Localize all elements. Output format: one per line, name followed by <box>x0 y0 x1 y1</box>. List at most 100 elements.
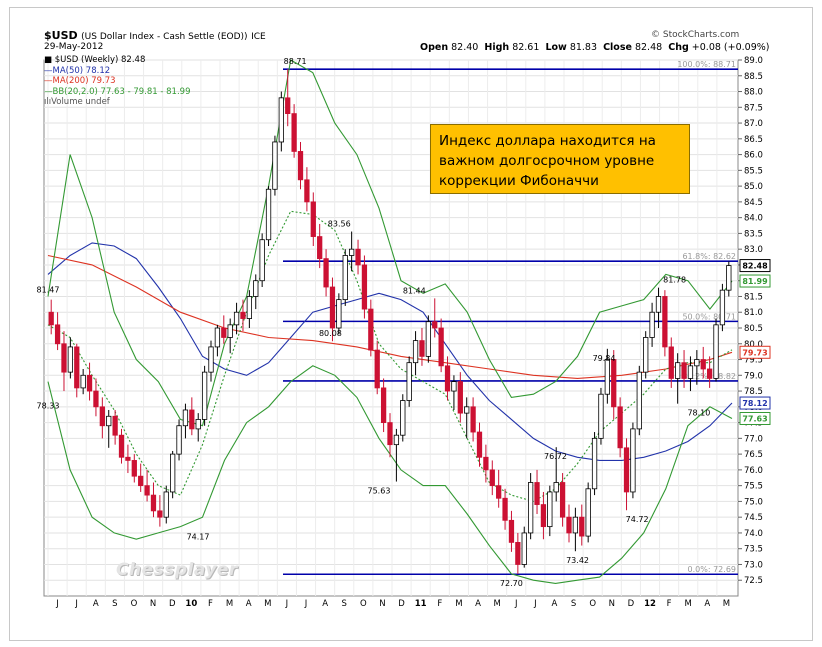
right-value-badge-text: 82.48 <box>742 262 768 271</box>
candle-body <box>182 409 189 427</box>
candle-body <box>604 359 610 395</box>
watermark: Chessplayer <box>116 560 238 580</box>
candle-body <box>438 327 444 367</box>
price-point-label: 75.63 <box>368 487 391 496</box>
candle-body <box>706 368 713 379</box>
x-tick-label: M <box>685 599 692 609</box>
y-tick-label: 86.0 <box>744 151 763 161</box>
candle-body <box>527 482 534 534</box>
candle-body <box>368 308 374 351</box>
candle-body <box>521 532 527 565</box>
y-tick-label: 87.5 <box>744 103 763 113</box>
candle-body <box>329 286 336 329</box>
y-tick-label: 84.0 <box>744 214 763 224</box>
x-tick-label: A <box>552 599 558 609</box>
price-point-label: 88.71 <box>284 57 307 66</box>
candle-body <box>310 201 316 237</box>
candle-body <box>67 346 74 373</box>
price-point-label: 73.42 <box>566 556 589 565</box>
candle-body <box>99 406 105 427</box>
x-tick-label: 11 <box>415 599 427 609</box>
candle-body <box>425 321 431 357</box>
candle-body <box>406 362 412 401</box>
candle-body <box>131 460 137 477</box>
candle-body <box>80 374 86 389</box>
y-tick-label: 75.0 <box>744 497 763 507</box>
candle-body <box>547 491 553 528</box>
right-value-badge <box>739 411 771 425</box>
y-tick-label: 80.0 <box>744 340 763 350</box>
candle-body <box>476 431 483 458</box>
candle-body <box>176 425 182 455</box>
candle-body <box>48 311 54 326</box>
source-credit: © StockCharts.com <box>651 30 740 40</box>
y-tick-label: 88.0 <box>744 88 763 98</box>
candle-body <box>278 97 284 143</box>
legend-ma200: —MA(200) 79.73 <box>44 76 116 86</box>
right-value-badge-text: 78.12 <box>742 399 767 408</box>
candle-body <box>553 482 559 493</box>
candle-body <box>304 179 310 203</box>
y-tick-label: 83.0 <box>744 245 763 255</box>
candle-body <box>540 504 547 528</box>
candle-body <box>221 327 227 338</box>
series-line-ma50 <box>47 242 733 461</box>
x-tick-label: O <box>589 599 596 609</box>
y-tick-label: 84.5 <box>744 198 763 208</box>
y-tick-label: 73.0 <box>744 560 763 570</box>
x-tick-label: M <box>264 599 271 609</box>
candle-body <box>54 324 61 345</box>
candle-body <box>681 362 687 379</box>
annotation-box: Индекс доллара находится на важном долго… <box>430 124 690 194</box>
legend-volume: ılıVolume undef <box>44 97 110 107</box>
candle-body <box>483 456 489 471</box>
price-point-label: 76.72 <box>544 452 567 461</box>
candle-body <box>675 362 681 379</box>
candle-body <box>285 97 291 115</box>
candle-body <box>496 485 502 499</box>
candle-body <box>157 510 163 518</box>
x-tick-label: J <box>533 599 537 609</box>
x-tick-label: A <box>704 599 710 609</box>
x-tick-label: D <box>169 599 176 609</box>
y-tick-label: 74.0 <box>744 529 763 539</box>
x-tick-label: M <box>455 599 462 609</box>
fib-level-label: 50.0%: 80.71 <box>682 312 736 321</box>
price-point-label: 74.72 <box>626 515 649 524</box>
candle-body <box>687 365 694 379</box>
y-tick-label: 73.5 <box>744 545 763 555</box>
candle-body <box>451 381 457 392</box>
legend-ma50: —MA(50) 78.12 <box>44 65 111 76</box>
right-value-badge <box>739 345 771 359</box>
candle-body <box>457 381 463 414</box>
candle-body <box>585 488 591 537</box>
price-point-label: 83.56 <box>328 220 351 229</box>
candle-body <box>591 437 598 490</box>
y-tick-label: 76.5 <box>744 450 763 460</box>
candle-body <box>444 365 451 392</box>
candle-body <box>617 406 623 449</box>
price-point-label: 78.10 <box>687 409 710 418</box>
x-tick-label: M <box>226 599 233 609</box>
candle-body <box>291 113 297 152</box>
candle-body <box>534 482 540 505</box>
ohlc-readout: Open 82.40 High 82.61 Low 81.83 Close 82… <box>420 42 770 53</box>
candle-body <box>195 419 201 430</box>
candle-body <box>86 374 93 392</box>
candle-body <box>189 409 195 430</box>
candle-body <box>464 406 470 414</box>
candle-body <box>170 453 176 493</box>
y-tick-label: 72.5 <box>744 576 763 586</box>
candle-body <box>61 343 67 373</box>
y-tick-label: 81.5 <box>744 292 763 302</box>
series-line-ma200 <box>47 254 733 379</box>
candle-body <box>106 415 112 427</box>
x-tick-label: A <box>93 599 99 609</box>
y-tick-label: 85.0 <box>744 182 763 192</box>
candle-body <box>125 456 131 461</box>
candle-body <box>419 340 425 357</box>
candle-body <box>700 359 706 370</box>
candle-body <box>572 516 579 534</box>
candle-body <box>227 324 233 338</box>
x-tick-label: J <box>74 599 78 609</box>
